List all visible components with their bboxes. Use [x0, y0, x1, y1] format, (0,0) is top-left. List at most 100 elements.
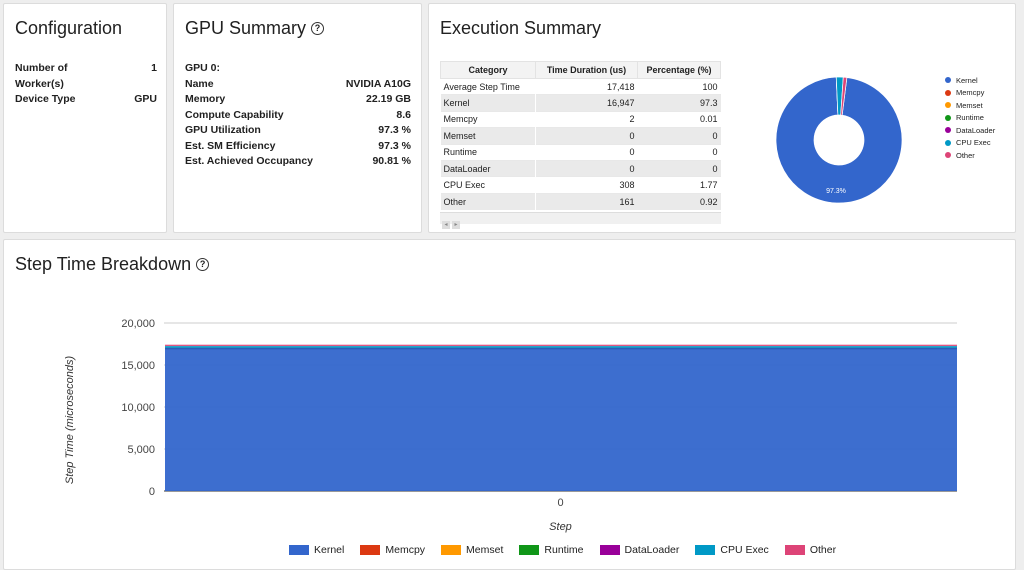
- legend-label: Other: [956, 150, 975, 160]
- legend-item[interactable]: Memcpy: [360, 544, 425, 556]
- config-row: Device Type GPU: [15, 92, 157, 108]
- legend-item[interactable]: CPU Exec: [695, 544, 769, 556]
- config-label: Worker(s): [15, 77, 64, 90]
- scroll-left-arrow-icon[interactable]: ◂: [442, 221, 450, 229]
- table-row[interactable]: Memset 0 0: [440, 127, 721, 145]
- legend-item[interactable]: Runtime: [519, 544, 584, 556]
- config-value: 1: [151, 62, 157, 74]
- legend-dot-icon: [945, 152, 951, 159]
- area-cpu-exec[interactable]: [165, 346, 957, 349]
- table-row[interactable]: Kernel 16,947 97.3: [440, 94, 721, 112]
- legend-item[interactable]: Kernel: [289, 544, 344, 556]
- gpu-row: GPU 0:: [185, 61, 411, 77]
- pie-slice-label: 97.3%: [826, 188, 846, 195]
- time-cell: 308: [535, 176, 638, 194]
- table-row[interactable]: Memcpy 2 0.01: [440, 110, 721, 128]
- legend-dot-icon: [945, 127, 951, 134]
- legend-item[interactable]: Memset: [945, 99, 995, 112]
- legend-item[interactable]: Other: [784, 544, 837, 556]
- column-header[interactable]: Time Duration (us): [535, 61, 638, 79]
- legend-item[interactable]: CPU Exec: [945, 137, 995, 150]
- legend-swatch-icon: [360, 545, 381, 555]
- help-icon[interactable]: ?: [196, 258, 210, 271]
- legend-swatch-icon: [289, 545, 309, 555]
- pie-slice-other[interactable]: [840, 76, 848, 116]
- table-row[interactable]: Runtime 0 0: [440, 143, 721, 161]
- configuration-list: Number of 1 Worker(s) Device Type GPU: [15, 61, 157, 108]
- config-row: Worker(s): [15, 77, 157, 93]
- legend-dot-icon: [945, 114, 951, 121]
- time-cell: 161: [535, 192, 638, 210]
- pie-chart[interactable]: 97.3%: [769, 70, 909, 210]
- column-header[interactable]: Percentage (%): [637, 61, 721, 79]
- gpu-value: 8.6: [396, 108, 411, 121]
- gpu-row: Memory 22.19 GB: [185, 92, 411, 108]
- area-kernel[interactable]: [165, 348, 957, 491]
- legend-item[interactable]: Memcpy: [945, 87, 995, 100]
- legend-swatch-icon: [441, 545, 462, 555]
- gpu-summary-title: GPU Summary: [185, 18, 307, 38]
- table-row[interactable]: DataLoader 0 0: [440, 159, 721, 177]
- gpu-label: GPU 0:: [185, 62, 221, 74]
- area-other[interactable]: [165, 344, 957, 347]
- pct-cell: 0: [637, 143, 721, 161]
- pie-slice-kernel[interactable]: [775, 76, 903, 204]
- pct-cell: 0: [637, 159, 721, 177]
- category-cell: DataLoader: [440, 159, 536, 177]
- gpu-label: Compute Capability: [185, 108, 284, 121]
- time-cell: 16,947: [535, 94, 638, 112]
- legend-dot-icon: [945, 102, 951, 109]
- legend-item[interactable]: Memset: [441, 544, 503, 556]
- configuration-title: Configuration: [15, 18, 123, 38]
- table-header-row: Category Time Duration (us) Percentage (…: [440, 61, 721, 79]
- legend-item[interactable]: DataLoader: [945, 124, 995, 137]
- execution-table: Category Time Duration (us) Percentage (…: [440, 61, 721, 210]
- step-time-legend: Kernel Memcpy Memset Runtime DataLoader CPU E…: [289, 544, 852, 556]
- pct-cell: 0.92: [637, 192, 721, 210]
- table-row[interactable]: Other 161 0.92: [440, 192, 721, 210]
- legend-item[interactable]: Other: [945, 149, 995, 162]
- legend-label: Memset: [466, 544, 504, 556]
- config-row: Number of 1: [15, 61, 157, 77]
- legend-item[interactable]: DataLoader: [599, 544, 679, 556]
- pct-cell: 97.3: [637, 94, 721, 112]
- gpu-label: GPU Utilization: [185, 124, 261, 136]
- column-header[interactable]: Category: [440, 61, 536, 79]
- time-cell: 17,418: [535, 77, 638, 95]
- y-tick-label: 5,000: [127, 444, 155, 456]
- legend-label: Kernel: [314, 544, 345, 556]
- table-row[interactable]: Average Step Time 17,418 100: [440, 77, 721, 95]
- legend-swatch-icon: [599, 545, 620, 555]
- category-cell: Other: [440, 192, 536, 210]
- scroll-right-arrow-icon[interactable]: ▸: [452, 221, 460, 229]
- time-cell: 2: [535, 110, 638, 128]
- table-scrollbar[interactable]: ◂ ▸: [440, 212, 721, 229]
- step-time-chart[interactable]: 0 5,000 10,000 15,000 20,000 0 Step Step Time (…: [4, 240, 1004, 540]
- legend-label: Runtime: [544, 544, 584, 556]
- category-cell: Memset: [440, 127, 536, 145]
- table-row[interactable]: CPU Exec 308 1.77: [440, 176, 721, 194]
- legend-label: Memset: [956, 100, 983, 110]
- y-axis-label: Step Time (microseconds): [64, 356, 76, 485]
- help-icon[interactable]: ?: [311, 22, 325, 35]
- legend-label: Other: [809, 544, 837, 556]
- gpu-summary-list: GPU 0: Name NVIDIA A10G Memory 22.19 GB Co…: [185, 61, 411, 170]
- legend-label: DataLoader: [956, 125, 996, 135]
- legend-label: Memcpy: [385, 544, 426, 556]
- gpu-summary-header: GPU Summary ?: [185, 18, 325, 39]
- gpu-value: 97.3 %: [378, 124, 411, 136]
- config-value: GPU: [134, 93, 157, 105]
- legend-item[interactable]: Kernel: [945, 74, 995, 87]
- category-cell: Average Step Time: [440, 77, 536, 95]
- gpu-row: Compute Capability 8.6: [185, 108, 411, 124]
- gpu-row: Est. SM Efficiency 97.3 %: [185, 139, 411, 155]
- gpu-label: Est. SM Efficiency: [185, 139, 276, 152]
- gpu-value: 22.19 GB: [366, 93, 411, 105]
- time-cell: 0: [535, 143, 638, 161]
- gpu-label: Est. Achieved Occupancy: [185, 155, 313, 167]
- y-tick-label: 20,000: [121, 318, 155, 330]
- legend-item[interactable]: Runtime: [945, 112, 995, 125]
- legend-label: Runtime: [956, 113, 984, 123]
- step-time-card: Step Time Breakdown ? 0 5,000 10,000 15,000…: [3, 239, 1016, 570]
- gpu-row: Name NVIDIA A10G: [185, 77, 411, 93]
